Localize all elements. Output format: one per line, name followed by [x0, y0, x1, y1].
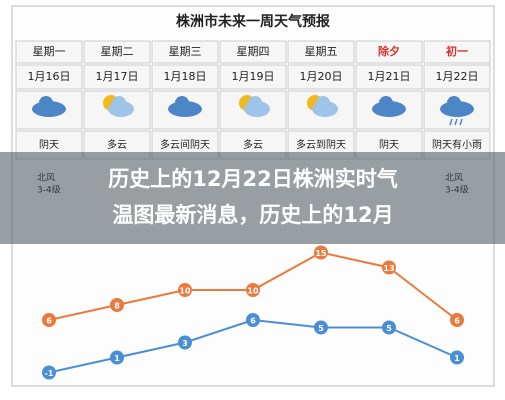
- overlay-band: [0, 152, 505, 244]
- temp-label: 10: [179, 287, 191, 296]
- temp-point: [450, 313, 464, 327]
- day-name: 星期五: [305, 45, 338, 58]
- day-name: 星期四: [237, 45, 270, 58]
- temp-label: 8: [114, 302, 120, 311]
- cell: [15, 40, 83, 64]
- cell: [287, 64, 355, 90]
- day-date: 1月16日: [28, 70, 71, 83]
- temp-point: [314, 320, 328, 335]
- day-name: 星期一: [33, 45, 66, 58]
- overlay-line: 温图最新消息，历史上的12月: [112, 203, 393, 227]
- rain-icon: [459, 118, 463, 126]
- cell: [287, 40, 355, 64]
- cell: [151, 40, 219, 64]
- temp-label: 1: [114, 354, 120, 363]
- temp-point: [450, 350, 464, 365]
- temp-label: -1: [45, 369, 54, 378]
- day-weather: 多云: [243, 138, 263, 151]
- day-date: 1月18日: [164, 70, 207, 83]
- temp-point: [110, 350, 124, 365]
- cell: [219, 64, 287, 90]
- cell: [423, 64, 491, 90]
- cell: [83, 40, 151, 64]
- cloud-icon: [112, 96, 126, 110]
- day-date: 1月20日: [300, 70, 343, 83]
- day-date: 1月21日: [368, 70, 411, 83]
- cell: [355, 64, 423, 90]
- temp-label: 6: [46, 317, 52, 326]
- temp-point: [42, 365, 56, 380]
- temp-label: 3: [182, 339, 188, 348]
- cloud-icon: [248, 96, 262, 110]
- cell: [83, 64, 151, 90]
- cell: [15, 64, 83, 90]
- cell: [151, 64, 219, 90]
- temp-point: [42, 313, 56, 327]
- temp-point: [178, 335, 192, 350]
- title: 株洲市未来一周天气预报: [176, 13, 330, 30]
- day-name: 星期二: [101, 45, 134, 58]
- cloud-icon: [379, 96, 393, 110]
- temp-label: 6: [250, 317, 256, 326]
- day-weather: 多云间阴天: [160, 138, 210, 151]
- temp-label: 5: [386, 324, 392, 333]
- day-name: 初一: [446, 44, 468, 58]
- day-weather: 阴天: [379, 139, 399, 151]
- day-date: 1月22日: [436, 70, 479, 83]
- temp-label: 5: [318, 324, 324, 333]
- cloud-icon: [175, 96, 189, 110]
- day-weather: 阴天: [39, 139, 59, 151]
- temp-label: 6: [454, 317, 460, 326]
- day-weather: 多云到阴天: [296, 138, 346, 151]
- day-date: 1月19日: [232, 70, 275, 83]
- cloud-icon: [316, 96, 330, 110]
- rain-icon: [454, 118, 458, 126]
- temp-point: [178, 283, 192, 297]
- day-weather: 多云: [107, 138, 127, 151]
- temp-label: 10: [247, 287, 259, 296]
- temp-point: [314, 245, 328, 260]
- day-name: 除夕: [378, 44, 400, 58]
- temp-label: 15: [315, 249, 327, 258]
- cell: [219, 40, 287, 64]
- temp-label: 13: [383, 264, 394, 273]
- overlay-line: 历史上的12月22日株洲实时气: [108, 167, 397, 191]
- temp-point: [110, 298, 124, 312]
- cloud-icon: [447, 96, 461, 110]
- temp-point: [382, 320, 396, 335]
- day-date: 1月17日: [96, 70, 139, 83]
- temp-point: [246, 283, 260, 297]
- rain-icon: [449, 118, 453, 126]
- day-name: 星期三: [169, 45, 202, 58]
- cloud-icon: [39, 96, 53, 110]
- temp-point: [382, 260, 396, 275]
- temp-point: [246, 313, 260, 327]
- cell: [355, 40, 423, 64]
- day-weather: 阴天有小雨: [432, 138, 482, 151]
- temp-label: 1: [454, 354, 460, 363]
- cell: [423, 40, 491, 64]
